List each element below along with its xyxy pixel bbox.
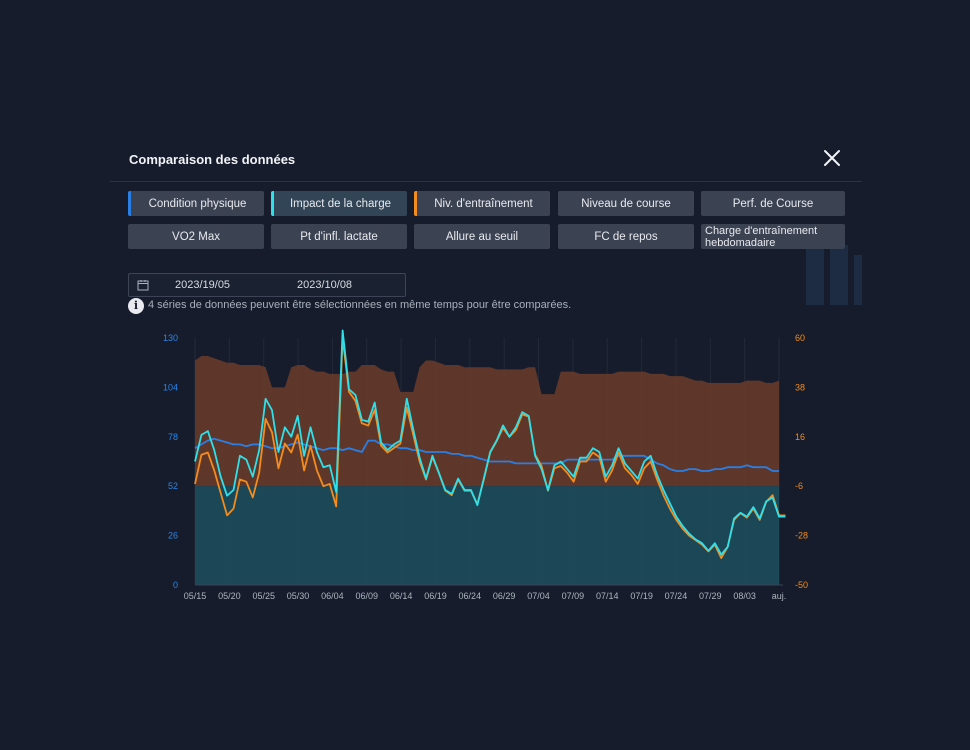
y-right-tick-label: -50 (795, 580, 808, 590)
x-tick-label: 05/20 (218, 591, 241, 601)
x-tick-label: 06/24 (459, 591, 482, 601)
x-tick-label: 07/24 (665, 591, 688, 601)
x-tick-label: 08/03 (733, 591, 756, 601)
y-right-tick-label: 60 (795, 333, 805, 343)
x-tick-label: 06/14 (390, 591, 413, 601)
y-right-tick-label: -6 (795, 481, 803, 491)
x-tick-label: 07/29 (699, 591, 722, 601)
metric-vo2-max[interactable]: VO2 Max (128, 224, 264, 249)
calendar-icon (137, 279, 149, 294)
x-tick-label: auj. (772, 591, 787, 601)
info-text: 4 séries de données peuvent être sélecti… (148, 299, 572, 311)
x-tick-label: 05/30 (287, 591, 310, 601)
end-date[interactable]: 2023/10/08 (297, 279, 353, 291)
series-condition-line (194, 437, 779, 472)
metric-niv-entrainement[interactable]: Niv. d'entraînement (414, 191, 550, 216)
header-divider (110, 181, 862, 182)
series-impact-line (194, 329, 786, 556)
series-teal-area (195, 486, 779, 585)
x-tick-label: 05/15 (184, 591, 207, 601)
y-left-tick-label: 78 (168, 432, 178, 442)
y-left-tick-label: 130 (163, 333, 178, 343)
y-left-tick-label: 52 (168, 481, 178, 491)
x-tick-label: 06/19 (424, 591, 447, 601)
metric-charge-hebdomadaire[interactable]: Charge d'entraînement hebdomadaire (701, 224, 845, 249)
y-left-tick-label: 26 (168, 531, 178, 541)
x-tick-label: 07/09 (562, 591, 585, 601)
y-right-tick-label: 38 (795, 382, 805, 392)
start-date[interactable]: 2023/19/05 (175, 279, 231, 291)
y-right-tick-label: 16 (795, 432, 805, 442)
metric-fc-repos[interactable]: FC de repos (558, 224, 694, 249)
x-tick-label: 07/14 (596, 591, 619, 601)
metric-perf-course[interactable]: Perf. de Course (701, 191, 845, 216)
metric-condition-physique[interactable]: Condition physique (128, 191, 264, 216)
metric-niveau-course[interactable]: Niveau de course (558, 191, 694, 216)
x-tick-label: 06/09 (355, 591, 378, 601)
x-tick-label: 05/25 (252, 591, 275, 601)
x-tick-label: 06/04 (321, 591, 344, 601)
y-right-tick-label: -28 (795, 531, 808, 541)
x-tick-label: 07/19 (630, 591, 653, 601)
close-icon[interactable] (820, 146, 844, 170)
y-left-tick-label: 0 (173, 580, 178, 590)
data-comparison-modal: Comparaison des données Condition physiq… (110, 138, 862, 618)
x-tick-label: 07/04 (527, 591, 550, 601)
modal-title: Comparaison des données (129, 152, 296, 167)
y-left-tick-label: 104 (163, 382, 178, 392)
info-icon: i (128, 298, 144, 314)
metric-allure-seuil[interactable]: Allure au seuil (414, 224, 550, 249)
metric-impact-charge[interactable]: Impact de la charge (271, 191, 407, 216)
x-tick-label: 06/29 (493, 591, 516, 601)
metric-pt-infl-lactate[interactable]: Pt d'infl. lactate (271, 224, 407, 249)
date-range-picker[interactable]: 2023/19/05 2023/10/08 (128, 273, 406, 297)
